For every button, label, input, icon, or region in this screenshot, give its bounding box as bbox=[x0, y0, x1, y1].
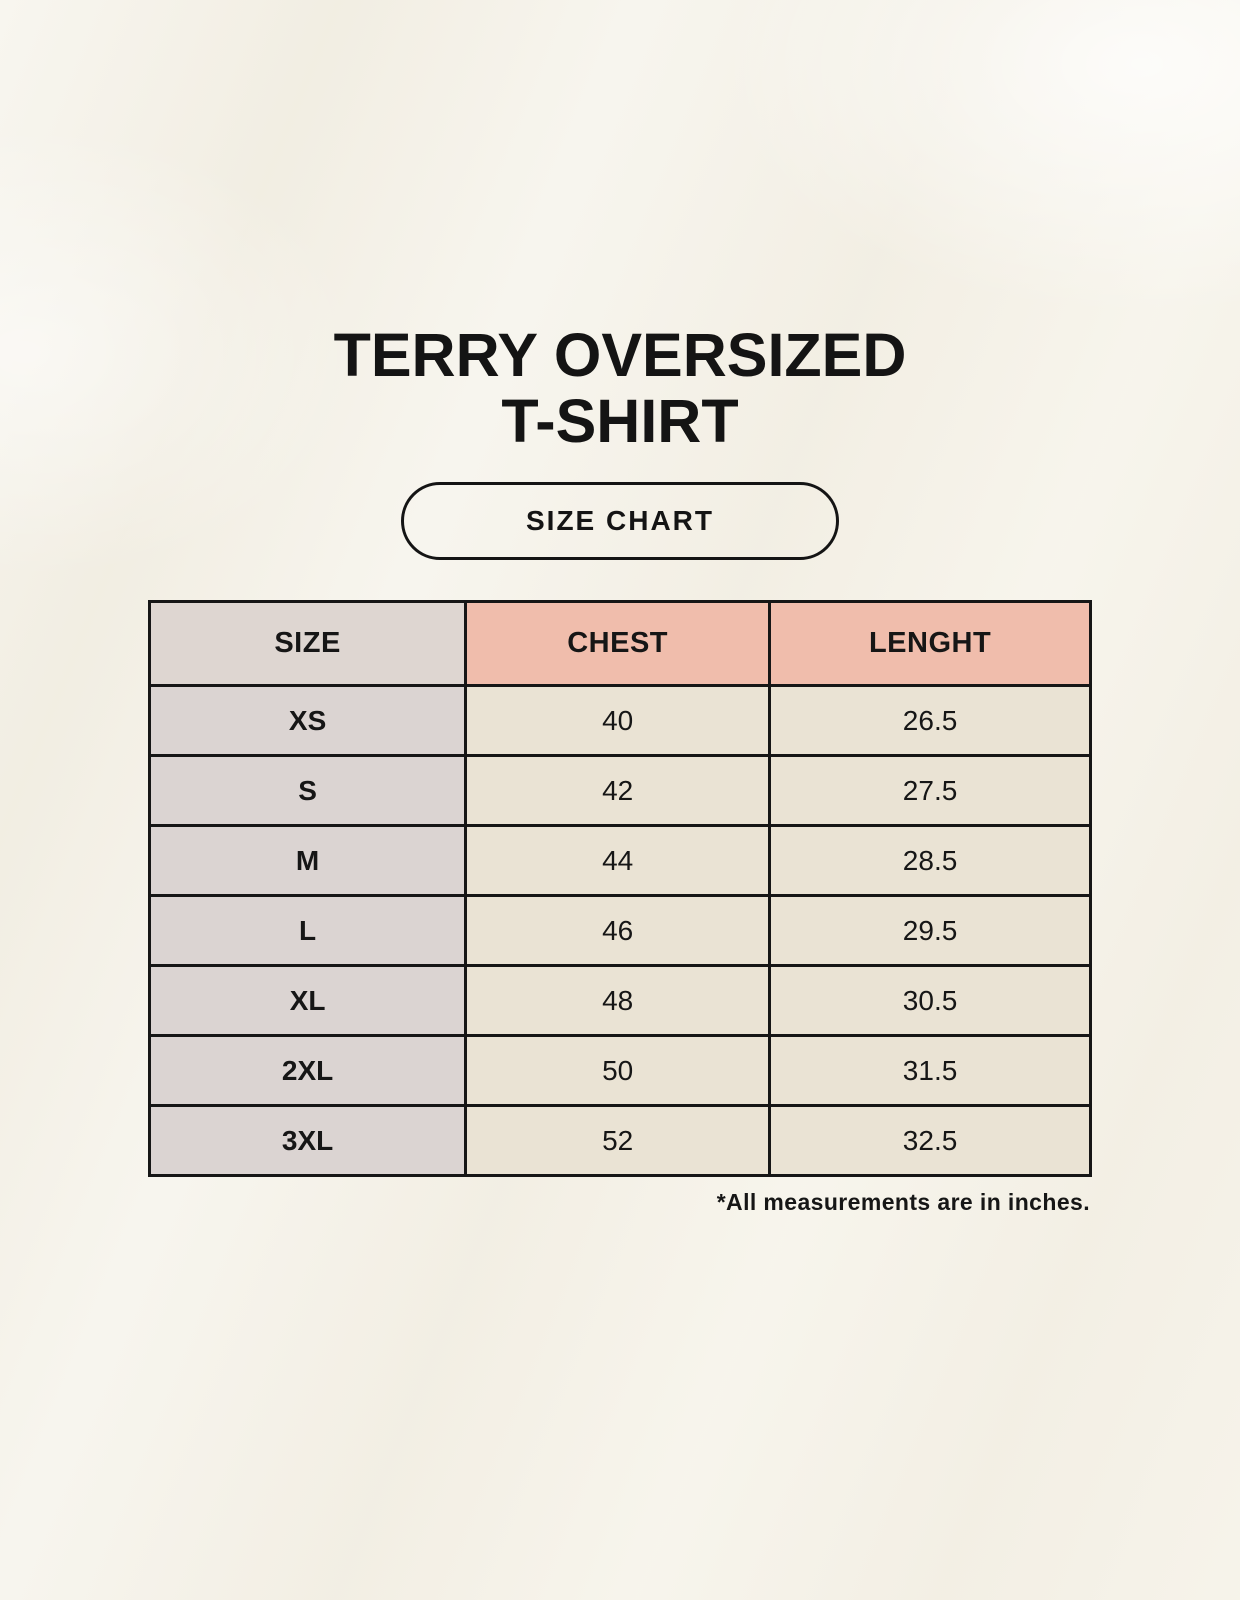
table-row: XL 48 30.5 bbox=[147, 964, 1092, 1037]
size-label-cell: S bbox=[147, 754, 468, 827]
title-line-2: T-SHIRT bbox=[501, 387, 739, 455]
table-row: 2XL 50 31.5 bbox=[147, 1034, 1092, 1107]
chest-value-cell: 42 bbox=[464, 754, 772, 827]
measurements-footnote: *All measurements are in inches. bbox=[716, 1189, 1090, 1215]
length-value-cell: 27.5 bbox=[768, 754, 1092, 827]
size-label-cell: 3XL bbox=[147, 1104, 468, 1177]
table-row: S 42 27.5 bbox=[147, 754, 1092, 827]
size-label-cell: XS bbox=[147, 684, 468, 757]
table-row: XS 40 26.5 bbox=[147, 684, 1092, 757]
size-label-cell: XL bbox=[147, 964, 468, 1037]
length-value-cell: 30.5 bbox=[768, 964, 1092, 1037]
size-chart-badge-label: SIZE CHART bbox=[526, 505, 714, 536]
length-value-cell: 31.5 bbox=[768, 1034, 1092, 1107]
chest-value-cell: 52 bbox=[464, 1104, 772, 1177]
length-value-cell: 26.5 bbox=[768, 684, 1092, 757]
table-row: M 44 28.5 bbox=[147, 824, 1092, 897]
size-label-cell: L bbox=[147, 894, 468, 967]
table-header-row: SIZE CHEST LENGHT bbox=[147, 600, 1092, 687]
title-line-1: TERRY OVERSIZED bbox=[333, 321, 907, 389]
table-row: L 46 29.5 bbox=[147, 894, 1092, 967]
chest-value-cell: 50 bbox=[464, 1034, 772, 1107]
size-table-container: SIZE CHEST LENGHT XS 40 26.5 S 42 27.5 M bbox=[147, 600, 1092, 1177]
page-title: TERRY OVERSIZED T-SHIRT bbox=[0, 0, 1240, 454]
chest-value-cell: 48 bbox=[464, 964, 772, 1037]
size-chart-badge: SIZE CHART bbox=[401, 482, 839, 560]
length-value-cell: 29.5 bbox=[768, 894, 1092, 967]
column-header-chest: CHEST bbox=[464, 600, 772, 687]
chest-value-cell: 40 bbox=[464, 684, 772, 757]
column-header-size: SIZE bbox=[147, 600, 468, 687]
column-header-length: LENGHT bbox=[768, 600, 1092, 687]
chest-value-cell: 46 bbox=[464, 894, 772, 967]
table-row: 3XL 52 32.5 bbox=[147, 1104, 1092, 1177]
size-label-cell: M bbox=[147, 824, 468, 897]
size-table: SIZE CHEST LENGHT XS 40 26.5 S 42 27.5 M bbox=[147, 600, 1092, 1177]
chest-value-cell: 44 bbox=[464, 824, 772, 897]
size-label-cell: 2XL bbox=[147, 1034, 468, 1107]
length-value-cell: 28.5 bbox=[768, 824, 1092, 897]
length-value-cell: 32.5 bbox=[768, 1104, 1092, 1177]
